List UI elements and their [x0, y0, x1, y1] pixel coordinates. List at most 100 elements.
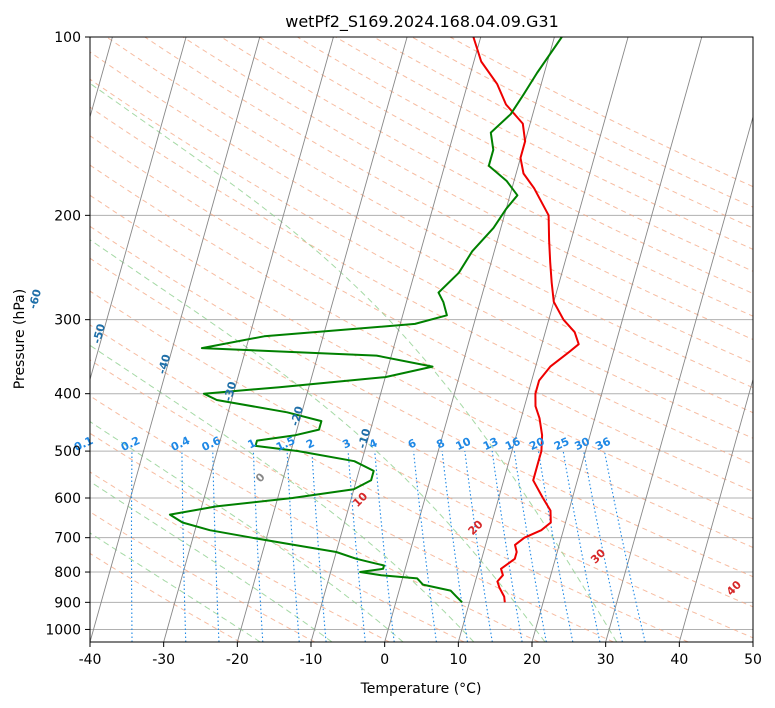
mixing-ratio-line	[537, 451, 574, 642]
isotherm-line	[531, 37, 703, 642]
y-tick-label: 800	[54, 565, 81, 581]
x-tick-label: -30	[152, 652, 175, 668]
isotherm-line	[605, 115, 753, 642]
mixing-ratio-line	[130, 451, 133, 642]
x-tick-label: -40	[79, 652, 102, 668]
x-tick-label: 10	[449, 652, 467, 668]
isotherm-line	[457, 37, 629, 642]
mixing-ratio-line	[491, 451, 523, 642]
isotherm-line	[384, 37, 555, 642]
mixing-ratio-label: 30	[573, 435, 593, 453]
mixing-ratio-label: 8	[434, 436, 446, 451]
isotherm-label: -40	[155, 353, 173, 376]
moist-adiabat-line	[90, 344, 475, 642]
temperature-profile-line	[472, 37, 580, 603]
dry-adiabat-label: 40	[724, 578, 744, 598]
x-tick-label: 40	[670, 652, 688, 668]
dry-adiabat-line	[90, 164, 753, 520]
mixing-ratio-label: 4	[367, 436, 380, 451]
mixing-ratio-label: 36	[593, 435, 613, 453]
mixing-ratio-label: 16	[503, 435, 523, 453]
profile-series	[168, 37, 580, 604]
dry-adiabat-line	[90, 225, 753, 578]
dry-adiabat-line	[90, 324, 689, 642]
isotherm-line	[752, 640, 753, 642]
mixing-ratio-line	[82, 451, 85, 642]
moist-adiabat-line	[90, 480, 333, 642]
dry-adiabat-label: 0	[253, 470, 268, 485]
x-tick-label: 50	[744, 652, 762, 668]
mixing-ratio-line	[181, 451, 187, 642]
dry-adiabat-line	[144, 37, 753, 364]
mixing-ratio-line	[441, 451, 469, 642]
isotherm-label: -50	[90, 322, 108, 345]
y-tick-label: 200	[54, 208, 81, 224]
dry-adiabat-line	[90, 395, 540, 642]
isotherm-label: -30	[221, 380, 239, 403]
dry-adiabat-line	[449, 37, 753, 188]
mixing-ratio-label: 13	[481, 435, 500, 453]
chart-title: wetPf2_S169.2024.168.04.09.G31	[285, 12, 559, 32]
y-axis-ticks: 100 200 300 400 500 600 700 800 900 1000	[45, 30, 90, 638]
dry-adiabat-line	[90, 552, 241, 642]
mixing-ratio-label: 10	[454, 435, 474, 453]
y-tick-label: 700	[54, 531, 81, 547]
y-tick-label: 100	[54, 30, 81, 46]
mixing-ratio-line	[583, 451, 623, 642]
x-axis-label: Temperature (°C)	[360, 681, 482, 697]
dry-adiabat-line	[297, 37, 753, 272]
dry-adiabat-line	[220, 37, 753, 317]
y-tick-label: 300	[54, 313, 81, 329]
isotherm-label: -20	[288, 404, 306, 427]
isotherm-line	[236, 37, 408, 642]
dry-adiabat-line	[259, 37, 753, 295]
dry-adiabat-line	[373, 37, 753, 229]
reference-lines	[82, 37, 753, 642]
dry-adiabat-line	[90, 471, 390, 642]
moist-adiabat-line	[90, 421, 404, 642]
dry-adiabat-line	[90, 135, 753, 492]
dry-adiabat-line	[90, 78, 753, 439]
dry-adiabat-line	[106, 37, 753, 389]
dry-adiabat-line	[90, 432, 465, 642]
dry-adiabat-line	[90, 106, 753, 466]
y-tick-label: 600	[54, 491, 81, 507]
x-tick-label: -10	[300, 652, 323, 668]
moist-adiabat-line	[90, 239, 546, 642]
moist-adiabat-line	[90, 82, 618, 642]
mixing-ratio-line	[413, 451, 437, 642]
dewpoint-profile-line	[168, 37, 563, 604]
dry-adiabat-line	[90, 51, 753, 414]
dry-adiabat-line	[90, 194, 753, 549]
mixing-ratio-line	[464, 451, 493, 642]
mixing-ratio-label: 3	[340, 436, 352, 451]
y-tick-label: 400	[54, 387, 81, 403]
x-tick-label: 20	[523, 652, 541, 668]
mixing-ratio-label: 25	[552, 435, 571, 453]
dry-adiabat-line	[90, 257, 753, 608]
mixing-ratio-line	[374, 451, 395, 642]
isotherm-label: -60	[26, 287, 44, 310]
x-tick-label: -20	[226, 652, 249, 668]
y-axis-label: Pressure (hPa)	[12, 289, 28, 389]
y-tick-label: 500	[54, 444, 81, 460]
x-tick-label: 0	[380, 652, 389, 668]
reference-line-labels: -100-90-80-70-60-50-40-30-20-10010203040…	[26, 287, 744, 598]
pressure-gridlines	[90, 36, 753, 630]
y-tick-label: 1000	[45, 622, 81, 638]
dry-adiabat-line	[182, 37, 753, 341]
isotherm-line	[90, 37, 261, 642]
mixing-ratio-line	[513, 451, 547, 642]
mixing-ratio-label: 2	[304, 436, 316, 451]
plot-frame	[89, 36, 754, 643]
x-tick-label: 30	[597, 652, 615, 668]
x-axis-ticks: -40 -30 -20 -10 0 10 20 30 40 50	[79, 642, 762, 668]
y-tick-label: 900	[54, 595, 81, 611]
isotherm-line	[310, 37, 482, 642]
isotherm-line	[90, 37, 187, 382]
isotherm-line	[678, 377, 753, 642]
mixing-ratio-line	[347, 451, 366, 642]
isotherm-label: -10	[356, 427, 374, 450]
mixing-ratio-line	[603, 451, 646, 642]
